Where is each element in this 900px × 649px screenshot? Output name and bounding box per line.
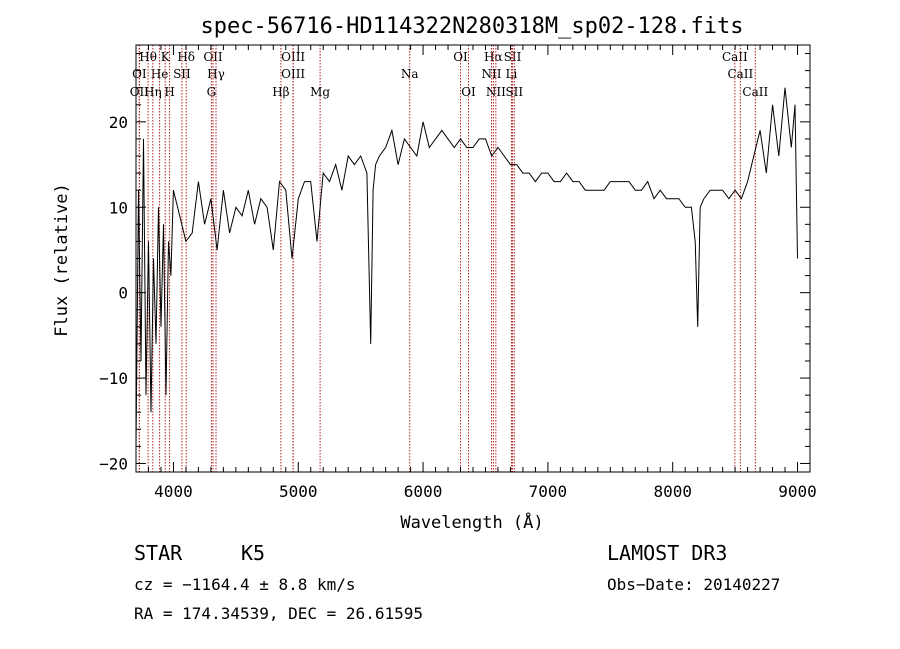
x-tick-label: 8000 [653,482,692,501]
line-label-0: Hθ [139,50,157,64]
line-label-7: SII [504,50,522,64]
y-tick-label: 0 [118,284,128,303]
line-label-10: He [151,67,169,81]
y-tick-label: 20 [109,113,128,132]
line-label-26: SII [505,85,523,99]
x-axis-label: Wavelength (Å) [400,511,543,533]
object-class: STAR [134,541,183,565]
line-label-11: SII [173,67,191,81]
line-label-23: Mg [310,85,330,99]
line-label-15: NII [481,67,501,81]
line-label-6: Hα [484,50,503,64]
x-axis: 4000 5000 6000 7000 8000 9000 [135,45,817,501]
spectrum-line [135,87,798,447]
line-label-17: CaII [727,67,753,81]
line-label-12: Hγ [207,67,225,81]
observation-date: Obs−Date: 20140227 [607,575,781,594]
y-tick-label: −20 [99,454,128,473]
line-label-16: Li [506,67,518,81]
y-tick-label: 10 [109,198,128,217]
line-label-13: OIII [281,67,305,81]
line-label-2: Hδ [177,50,195,64]
line-label-8: CaII [722,50,748,64]
coordinates: RA = 174.34539, DEC = 26.61595 [134,604,423,623]
redshift-cz: cz = −1164.4 ± 8.8 km/s [134,575,356,594]
line-label-14: Na [401,67,419,81]
y-axis-label: Flux (relative) [52,183,72,337]
survey-name: LAMOST DR3 [607,541,728,565]
x-tick-label: 9000 [778,482,817,501]
line-label-21: G [207,85,217,99]
line-label-18: OII [130,85,150,99]
line-label-3: OII [203,50,223,64]
x-tick-label: 5000 [279,482,318,501]
spectrum-chart: spec-56716-HD114322N280318M_sp02-128.fit… [52,14,817,533]
line-label-25: NII [486,85,506,99]
line-label-5: OI [453,50,468,64]
line-label-19: Hη [144,85,162,99]
chart-title: spec-56716-HD114322N280318M_sp02-128.fit… [200,14,743,39]
plot-frame [135,44,811,473]
x-tick-label: 4000 [154,482,193,501]
y-tick-label: −10 [99,369,128,388]
line-label-27: CaII [742,85,768,99]
x-tick-label: 6000 [404,482,443,501]
y-axis: −20 −10 0 10 20 [99,53,810,473]
x-tick-label: 7000 [529,482,568,501]
line-label-24: OI [461,85,476,99]
line-label-22: Hβ [272,85,289,99]
line-label-1: K [161,50,171,64]
line-label-20: H [164,85,174,99]
object-subclass: K5 [241,541,266,565]
